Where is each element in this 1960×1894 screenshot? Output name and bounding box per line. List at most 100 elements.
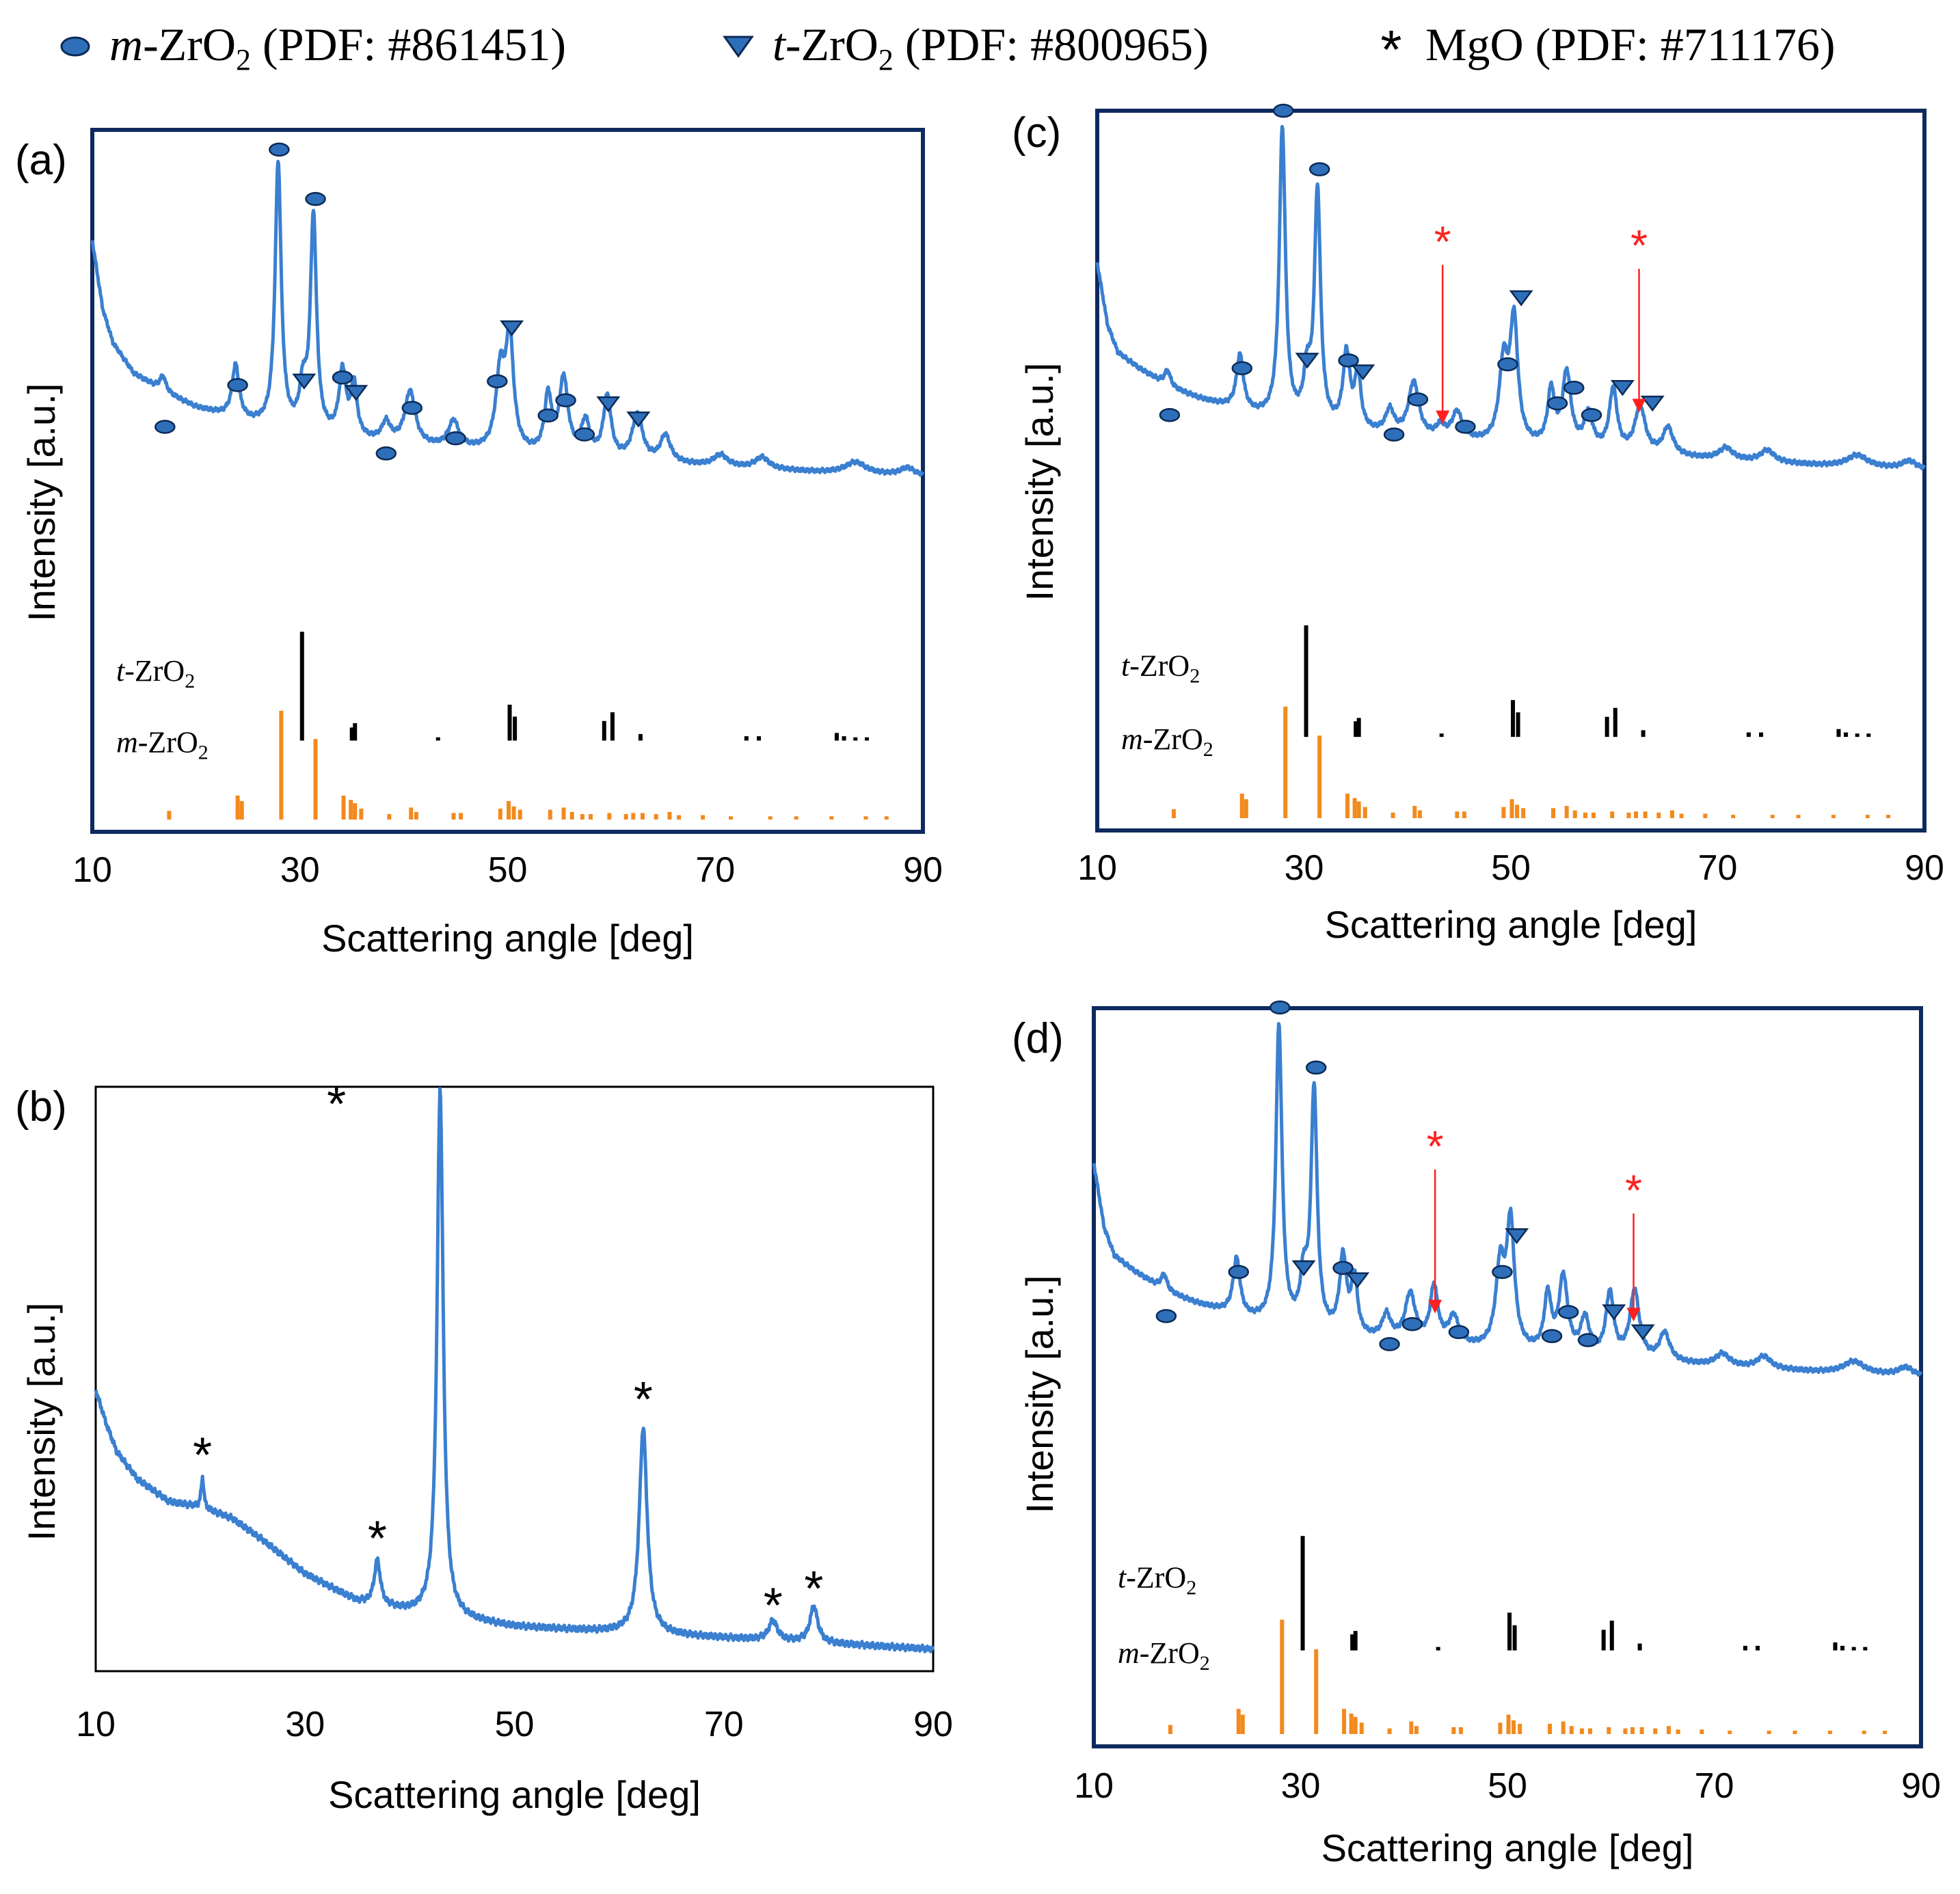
m-zro2-ref-bar [1731,815,1736,818]
m-zro2-ref-bar [884,816,889,820]
m-zro2-peak-marker [1338,353,1359,368]
m-zro2-peak-marker [1577,1333,1599,1347]
t-zro2-peak-marker [1640,395,1665,412]
t-zro2-ref-bar [1516,712,1520,738]
t-zro2-peak-marker [1509,290,1533,307]
t-zro2-ref-bar [1836,729,1841,738]
t-zro2-peak-marker [1345,1272,1370,1288]
m-zro2-ref-bar [1551,808,1556,818]
t-zro2-peak-marker [1291,1260,1316,1277]
mgo-asterisk-marker: * [1427,1122,1444,1171]
m-zro2-ref-bar [1679,813,1684,818]
m-zro2-ref-bar [1634,811,1639,818]
m-zro2-ref-bar [1796,815,1801,818]
t-zro2-ref-bar [1746,732,1751,738]
m-zro2-ref-bar [1669,810,1674,818]
m-zro2-peak-marker [1563,381,1585,395]
t-zro2-peak-marker [1351,364,1375,381]
t-zro2-ref-bar [853,737,858,741]
m-zro2-ref-bar [623,814,628,820]
m-zro2-peak-marker [555,393,576,407]
mgo-peak-marker: * [193,1428,212,1483]
plot-frame [90,128,925,834]
m-zro2-ref-bar [631,813,636,820]
t-zro2-ref-bar [1759,732,1764,738]
t-zro2-ref-bar [507,704,512,741]
m-zro2-peak-marker [574,427,595,442]
m-zro2-peak-marker [1155,1309,1177,1323]
t-zro2-ref-bar [1609,1621,1614,1651]
m-zro2-ref-bar [1770,815,1775,818]
m-zro2-ref-bar [1564,806,1569,818]
m-zro2-ref-bar [1280,1619,1285,1734]
t-zro2-ref-label: t-ZrO2 [1118,1561,1196,1599]
x-axis-label: Scattering angle [deg] [328,1773,701,1816]
t-zro2-ref-bar [1300,1536,1305,1651]
mgo-peak-marker: * [368,1512,387,1567]
m-zro2-ref-bar [1588,1728,1592,1734]
m-zro2-peak-marker [375,446,397,461]
legend-ellipse-icon [60,36,90,57]
t-zro2-peak-marker [292,373,317,390]
x-tick-label: 90 [1905,848,1944,888]
legend-label: t-ZrO2 (PDF: #800965) [773,18,1209,77]
mgo-new-peak-arrow: * [1427,1122,1444,1314]
x-tick-label: 90 [913,1705,953,1744]
m-zro2-peak-marker [1546,396,1568,411]
m-zro2-ref-bar [1345,794,1350,818]
m-zro2-ref-bar [1236,1709,1241,1734]
t-zro2-ref-bar [1601,1629,1606,1651]
m-zro2-peak-marker [537,408,559,423]
m-zro2-ref-bar [569,811,574,820]
x-tick-label: 10 [1074,1766,1114,1806]
m-zro2-ref-label: m-ZrO2 [116,725,209,763]
t-zro2-peak-marker [1610,380,1635,396]
t-zro2-ref-bar [1866,733,1871,738]
m-zro2-ref-bar [511,806,516,820]
t-zro2-ref-bar [1641,730,1646,738]
x-tick-label: 90 [903,850,943,890]
m-zro2-peak-marker [1401,1316,1423,1331]
m-zro2-peak-marker [1541,1329,1563,1344]
m-zro2-ref-bar [239,800,244,820]
t-zro2-ref-label: t-ZrO2 [1121,649,1200,687]
t-zro2-ref-label: t-ZrO2 [116,654,195,692]
t-zro2-ref-bar [353,723,358,741]
x-tick-label: 50 [1491,848,1531,888]
plot-frame [1092,1006,1923,1748]
m-zro2-ref-bar [1579,1728,1584,1734]
m-zro2-ref-bar [507,800,511,820]
t-zro2-peak-marker [500,320,524,337]
m-zro2-ref-bar [1240,1714,1245,1734]
m-zro2-ref-bar [1592,812,1596,818]
mgo-asterisk-marker: * [1630,221,1648,270]
m-zro2-ref-bar [353,803,358,820]
chart-panels: (a) Intensity [a.u.] 10 30 50 70 90 Scattering … [15,103,1944,1869]
m-zro2-ref-bar [235,795,240,820]
m-zro2-peak-marker [401,401,423,415]
m-zro2-ref-bar [829,816,834,820]
legend-triangle-icon [723,36,754,58]
m-zro2-ref-bar [1700,1729,1704,1734]
chart-panel: (a) Intensity [a.u.] 10 30 50 70 90 Scattering … [15,128,943,960]
m-zro2-ref-bar [1886,815,1891,818]
m-zro2-ref-bar [341,795,346,820]
t-zro2-ref-bar [1605,716,1609,738]
m-zro2-ref-bar [1283,706,1288,818]
mgo-new-peak-arrow: * [1625,1165,1642,1322]
t-zro2-ref-bar [1844,732,1849,738]
mgo-asterisk-marker: * [1625,1165,1642,1215]
t-zro2-ref-bar [435,737,440,741]
panel-label: (d) [1012,1015,1064,1062]
m-zro2-ref-bar [1767,1730,1771,1734]
m-zro2-ref-bar [1509,799,1514,818]
m-zro2-ref-bar [548,809,552,820]
x-axis-label: Scattering angle [deg] [1325,903,1697,946]
t-zro2-peak-marker [1505,1228,1529,1245]
m-zro2-ref-bar [167,811,172,820]
t-zro2-ref-bar [513,716,518,741]
m-zro2-ref-bar [498,809,502,820]
m-zro2-ref-bar [1728,1730,1732,1734]
m-zro2-ref-bar [1865,815,1870,818]
plot-frame [1095,109,1927,833]
